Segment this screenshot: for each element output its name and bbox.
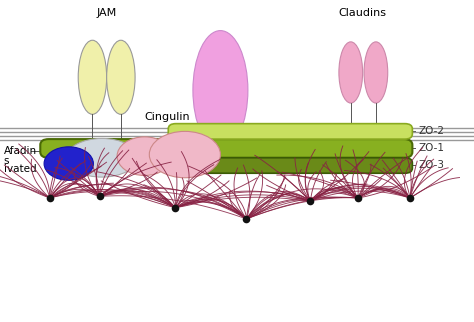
Ellipse shape bbox=[339, 42, 363, 103]
FancyBboxPatch shape bbox=[168, 124, 412, 139]
FancyBboxPatch shape bbox=[40, 139, 412, 158]
Text: ZO-2: ZO-2 bbox=[418, 126, 444, 137]
Text: JAM: JAM bbox=[97, 8, 117, 18]
Text: Claudins: Claudins bbox=[338, 8, 387, 18]
Ellipse shape bbox=[78, 40, 107, 114]
Text: Cingulin: Cingulin bbox=[145, 112, 190, 122]
Ellipse shape bbox=[193, 31, 248, 150]
Text: Afadin: Afadin bbox=[4, 146, 37, 156]
Text: ZO-3: ZO-3 bbox=[418, 160, 444, 170]
Text: s: s bbox=[4, 156, 9, 166]
Text: ivated: ivated bbox=[4, 164, 36, 174]
Ellipse shape bbox=[364, 42, 388, 103]
Ellipse shape bbox=[66, 138, 137, 177]
Ellipse shape bbox=[117, 137, 172, 175]
FancyBboxPatch shape bbox=[168, 158, 412, 173]
Ellipse shape bbox=[107, 40, 135, 114]
Text: ZO-1: ZO-1 bbox=[418, 143, 444, 153]
Ellipse shape bbox=[149, 131, 220, 178]
Circle shape bbox=[44, 147, 93, 180]
